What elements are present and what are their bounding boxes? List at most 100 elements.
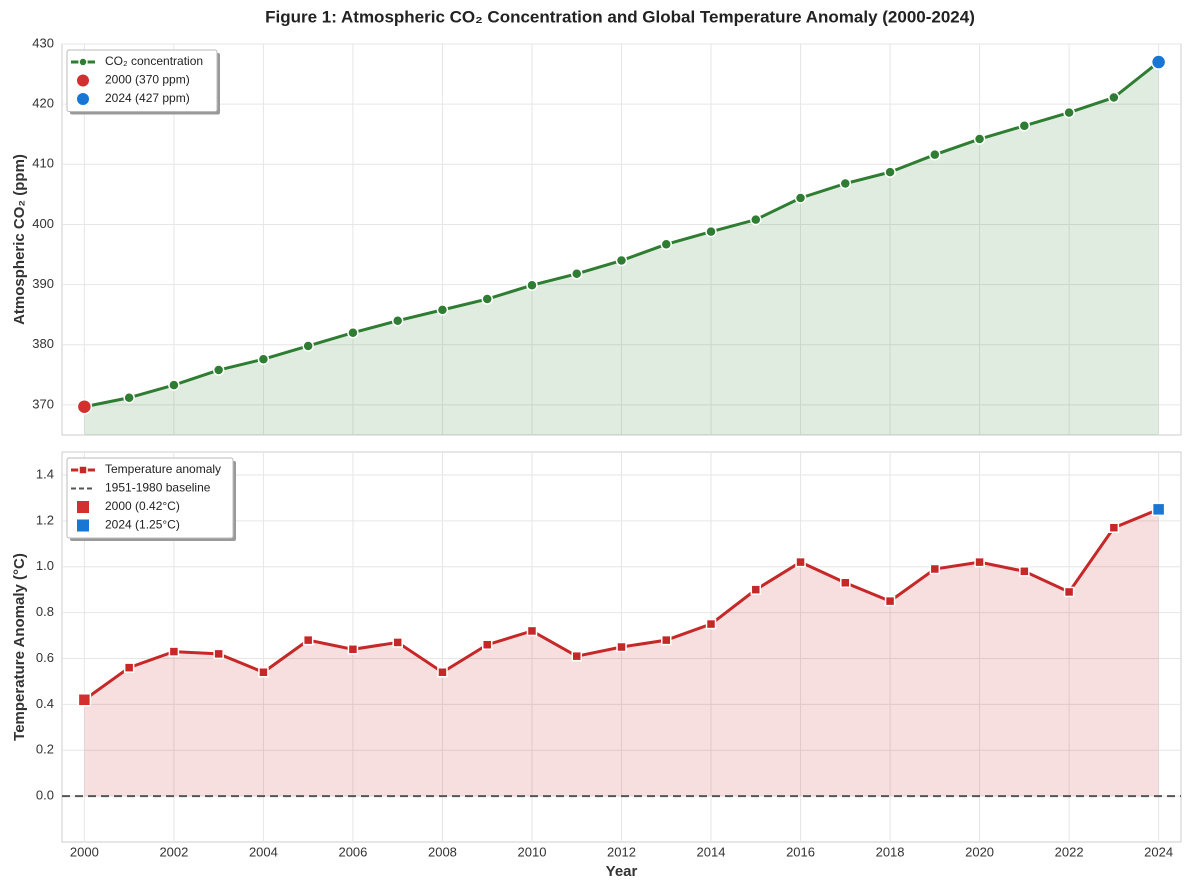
y-tick-label: 410 (32, 156, 54, 171)
x-tick-label: 2000 (70, 844, 99, 859)
y-tick-label: 420 (32, 96, 54, 111)
y-tick-label: 380 (32, 336, 54, 351)
data-point (660, 238, 673, 251)
data-point (347, 644, 359, 655)
x-tick-label: 2008 (428, 844, 457, 859)
data-point (123, 662, 135, 673)
y-tick-label: 1.0 (36, 558, 54, 573)
y-tick-label: 0.8 (36, 604, 54, 619)
y-tick-label: 1.2 (36, 512, 54, 527)
x-tick-label: 2002 (159, 844, 188, 859)
data-point (526, 279, 538, 291)
x-tick-label: 2020 (965, 844, 994, 859)
data-point (258, 666, 269, 678)
y-axis-label: Temperature Anomaly (°C) (11, 553, 28, 741)
x-axis-label: Year (606, 863, 638, 880)
x-tick-label: 2006 (338, 844, 367, 859)
legend-label: 1951-1980 baseline (105, 481, 211, 495)
data-point (570, 268, 583, 280)
data-point (481, 293, 493, 305)
data-point (661, 634, 672, 646)
data-point (1108, 522, 1120, 533)
x-tick-label: 2016 (786, 844, 815, 859)
highlight-point (1151, 502, 1166, 517)
x-tick-label: 2010 (518, 844, 547, 859)
data-point (302, 634, 314, 646)
data-point (884, 595, 896, 607)
legend-label: Temperature anomaly (105, 462, 221, 476)
data-point (213, 648, 224, 660)
data-point (616, 641, 627, 653)
legend-swatch (77, 74, 89, 87)
y-tick-label: 0.6 (36, 650, 54, 665)
data-point (392, 637, 403, 648)
area (84, 62, 1159, 436)
legend-label: 2000 (0.42°C) (105, 499, 180, 513)
data-point (1019, 566, 1030, 577)
data-point (1108, 91, 1120, 104)
x-tick-label: 2018 (876, 844, 905, 859)
data-point (973, 133, 986, 145)
x-tick-label: 2004 (249, 844, 278, 859)
y-tick-label: 400 (32, 216, 54, 231)
legend-label: CO₂ concentration (105, 54, 203, 68)
data-point (615, 254, 628, 267)
data-point (1063, 586, 1075, 598)
x-tick-label: 2014 (697, 844, 726, 859)
data-point (794, 192, 807, 204)
data-point (1018, 120, 1031, 132)
legend-label: 2024 (427 ppm) (105, 91, 190, 105)
legend (66, 49, 218, 112)
data-point (436, 304, 449, 316)
data-point (212, 364, 225, 376)
y-tick-label: 1.4 (36, 466, 54, 481)
data-point (974, 556, 985, 568)
y-tick-label: 390 (32, 276, 54, 291)
data-point (123, 391, 135, 404)
y-tick-label: 0.0 (36, 788, 54, 803)
legend (66, 457, 234, 539)
data-point (391, 314, 404, 327)
legend-swatch (78, 57, 88, 67)
legend-swatch (77, 93, 89, 105)
y-tick-label: 0.2 (36, 742, 54, 757)
y-axis-label: Atmospheric CO₂ (ppm) (11, 154, 28, 325)
data-point (705, 225, 717, 238)
legend-label: 2024 (1.25°C) (105, 518, 180, 532)
data-point (302, 340, 314, 352)
data-point (168, 379, 180, 391)
data-point (795, 556, 806, 568)
x-tick-label: 2012 (607, 844, 636, 859)
area (84, 509, 1159, 797)
data-point (257, 353, 270, 365)
data-point (168, 646, 180, 657)
highlight-point (77, 693, 92, 707)
figure-title: Figure 1: Atmospheric CO₂ Concentration … (265, 7, 975, 26)
highlight-point (76, 398, 93, 415)
x-tick-label: 2022 (1055, 844, 1084, 859)
data-point (571, 650, 582, 662)
legend-label: 2000 (370 ppm) (105, 73, 190, 87)
y-tick-label: 0.4 (36, 696, 54, 711)
data-point (526, 625, 538, 637)
data-point (839, 177, 852, 190)
data-point (929, 148, 941, 161)
data-point (1063, 106, 1075, 119)
x-tick-label: 2024 (1144, 844, 1173, 859)
legend-swatch (77, 501, 89, 513)
data-point (705, 618, 717, 630)
y-tick-label: 430 (32, 35, 54, 50)
data-point (347, 326, 359, 339)
legend-swatch (78, 465, 88, 475)
data-point (884, 166, 896, 178)
data-point (840, 577, 851, 589)
legend-swatch (77, 519, 89, 532)
data-point (750, 213, 762, 226)
data-point (929, 563, 941, 575)
highlight-point (1150, 54, 1167, 70)
y-tick-label: 370 (32, 396, 54, 411)
data-point (481, 639, 493, 650)
data-point (750, 584, 762, 595)
data-point (437, 666, 448, 678)
